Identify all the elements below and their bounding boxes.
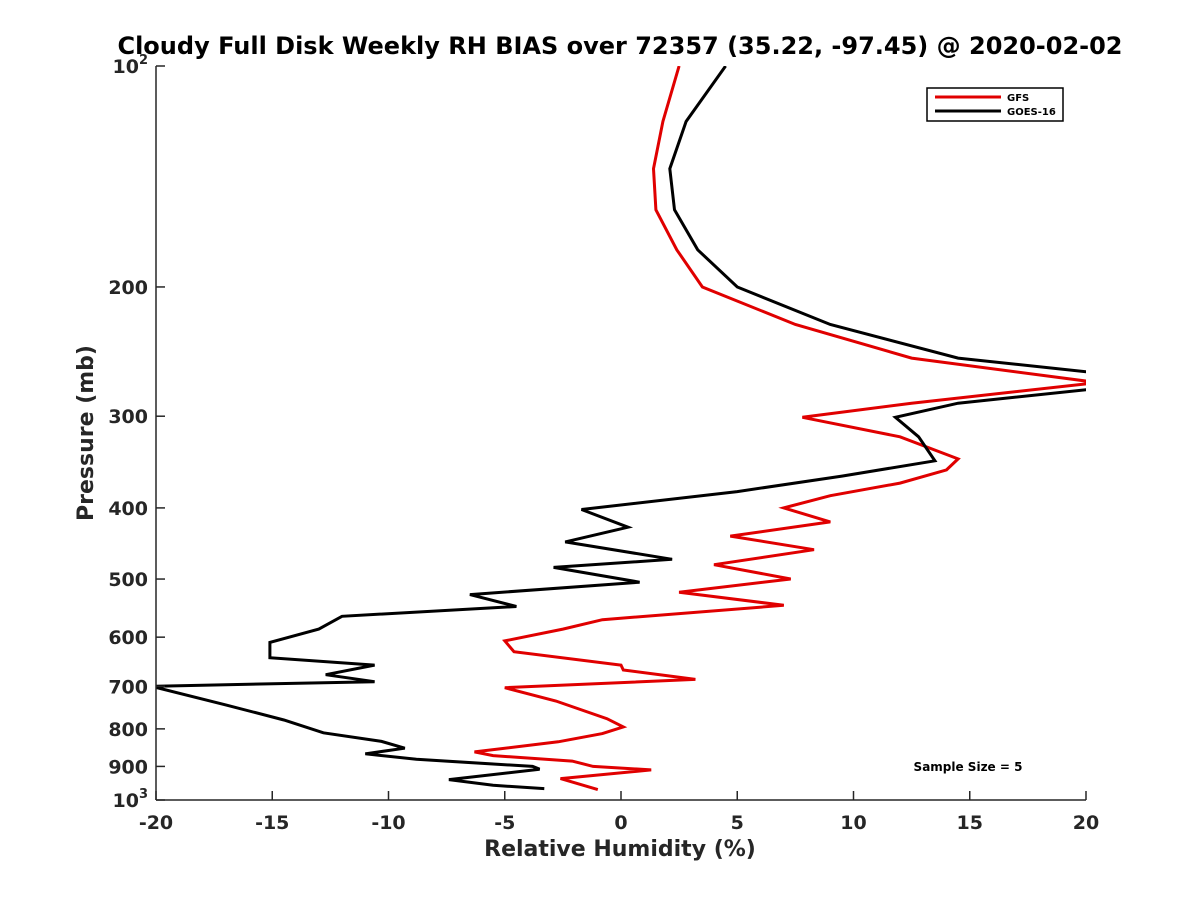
x-tick-label: -15	[255, 812, 289, 834]
x-tick-label: -20	[139, 812, 173, 834]
y-tick-label: 900	[108, 756, 148, 778]
x-tick-label: 20	[1073, 812, 1099, 834]
y-tick-label: 600	[108, 627, 148, 649]
x-tick-label: 15	[957, 812, 983, 834]
axes: -20 -15 -10 -5 0 5 10 15 20 102 200 300 400 500 600 700…	[108, 53, 1099, 834]
series-line-goes-16	[156, 66, 1086, 791]
series-line-gfs	[474, 66, 1086, 792]
x-axis-label: Relative Humidity (%)	[484, 837, 756, 862]
y-tick-label: 400	[108, 498, 148, 520]
x-tick-label: -10	[371, 812, 405, 834]
legend: GFS GOES-16	[926, 87, 1064, 122]
y-tick-label: 102	[113, 53, 149, 78]
x-tick-label: -5	[494, 812, 515, 834]
legend-label-goes-16: GOES-16	[1007, 107, 1056, 118]
legend-box	[926, 87, 1064, 122]
y-tick-label: 103	[113, 787, 149, 812]
y-tick-label: 500	[108, 569, 148, 591]
y-tick-label: 800	[108, 719, 148, 741]
x-tick-label: 0	[614, 812, 627, 834]
series-lines	[156, 66, 1086, 792]
chart-title: Cloudy Full Disk Weekly RH BIAS over 723…	[117, 32, 1122, 60]
y-tick-label: 200	[108, 277, 148, 299]
sample-size-annotation: Sample Size = 5	[914, 760, 1023, 774]
legend-label-gfs: GFS	[1007, 93, 1029, 104]
y-tick-label: 700	[108, 676, 148, 698]
y-axis-label: Pressure (mb)	[74, 345, 99, 521]
x-tick-label: 10	[840, 812, 866, 834]
y-tick-label: 300	[108, 406, 148, 428]
x-tick-label: 5	[731, 812, 744, 834]
